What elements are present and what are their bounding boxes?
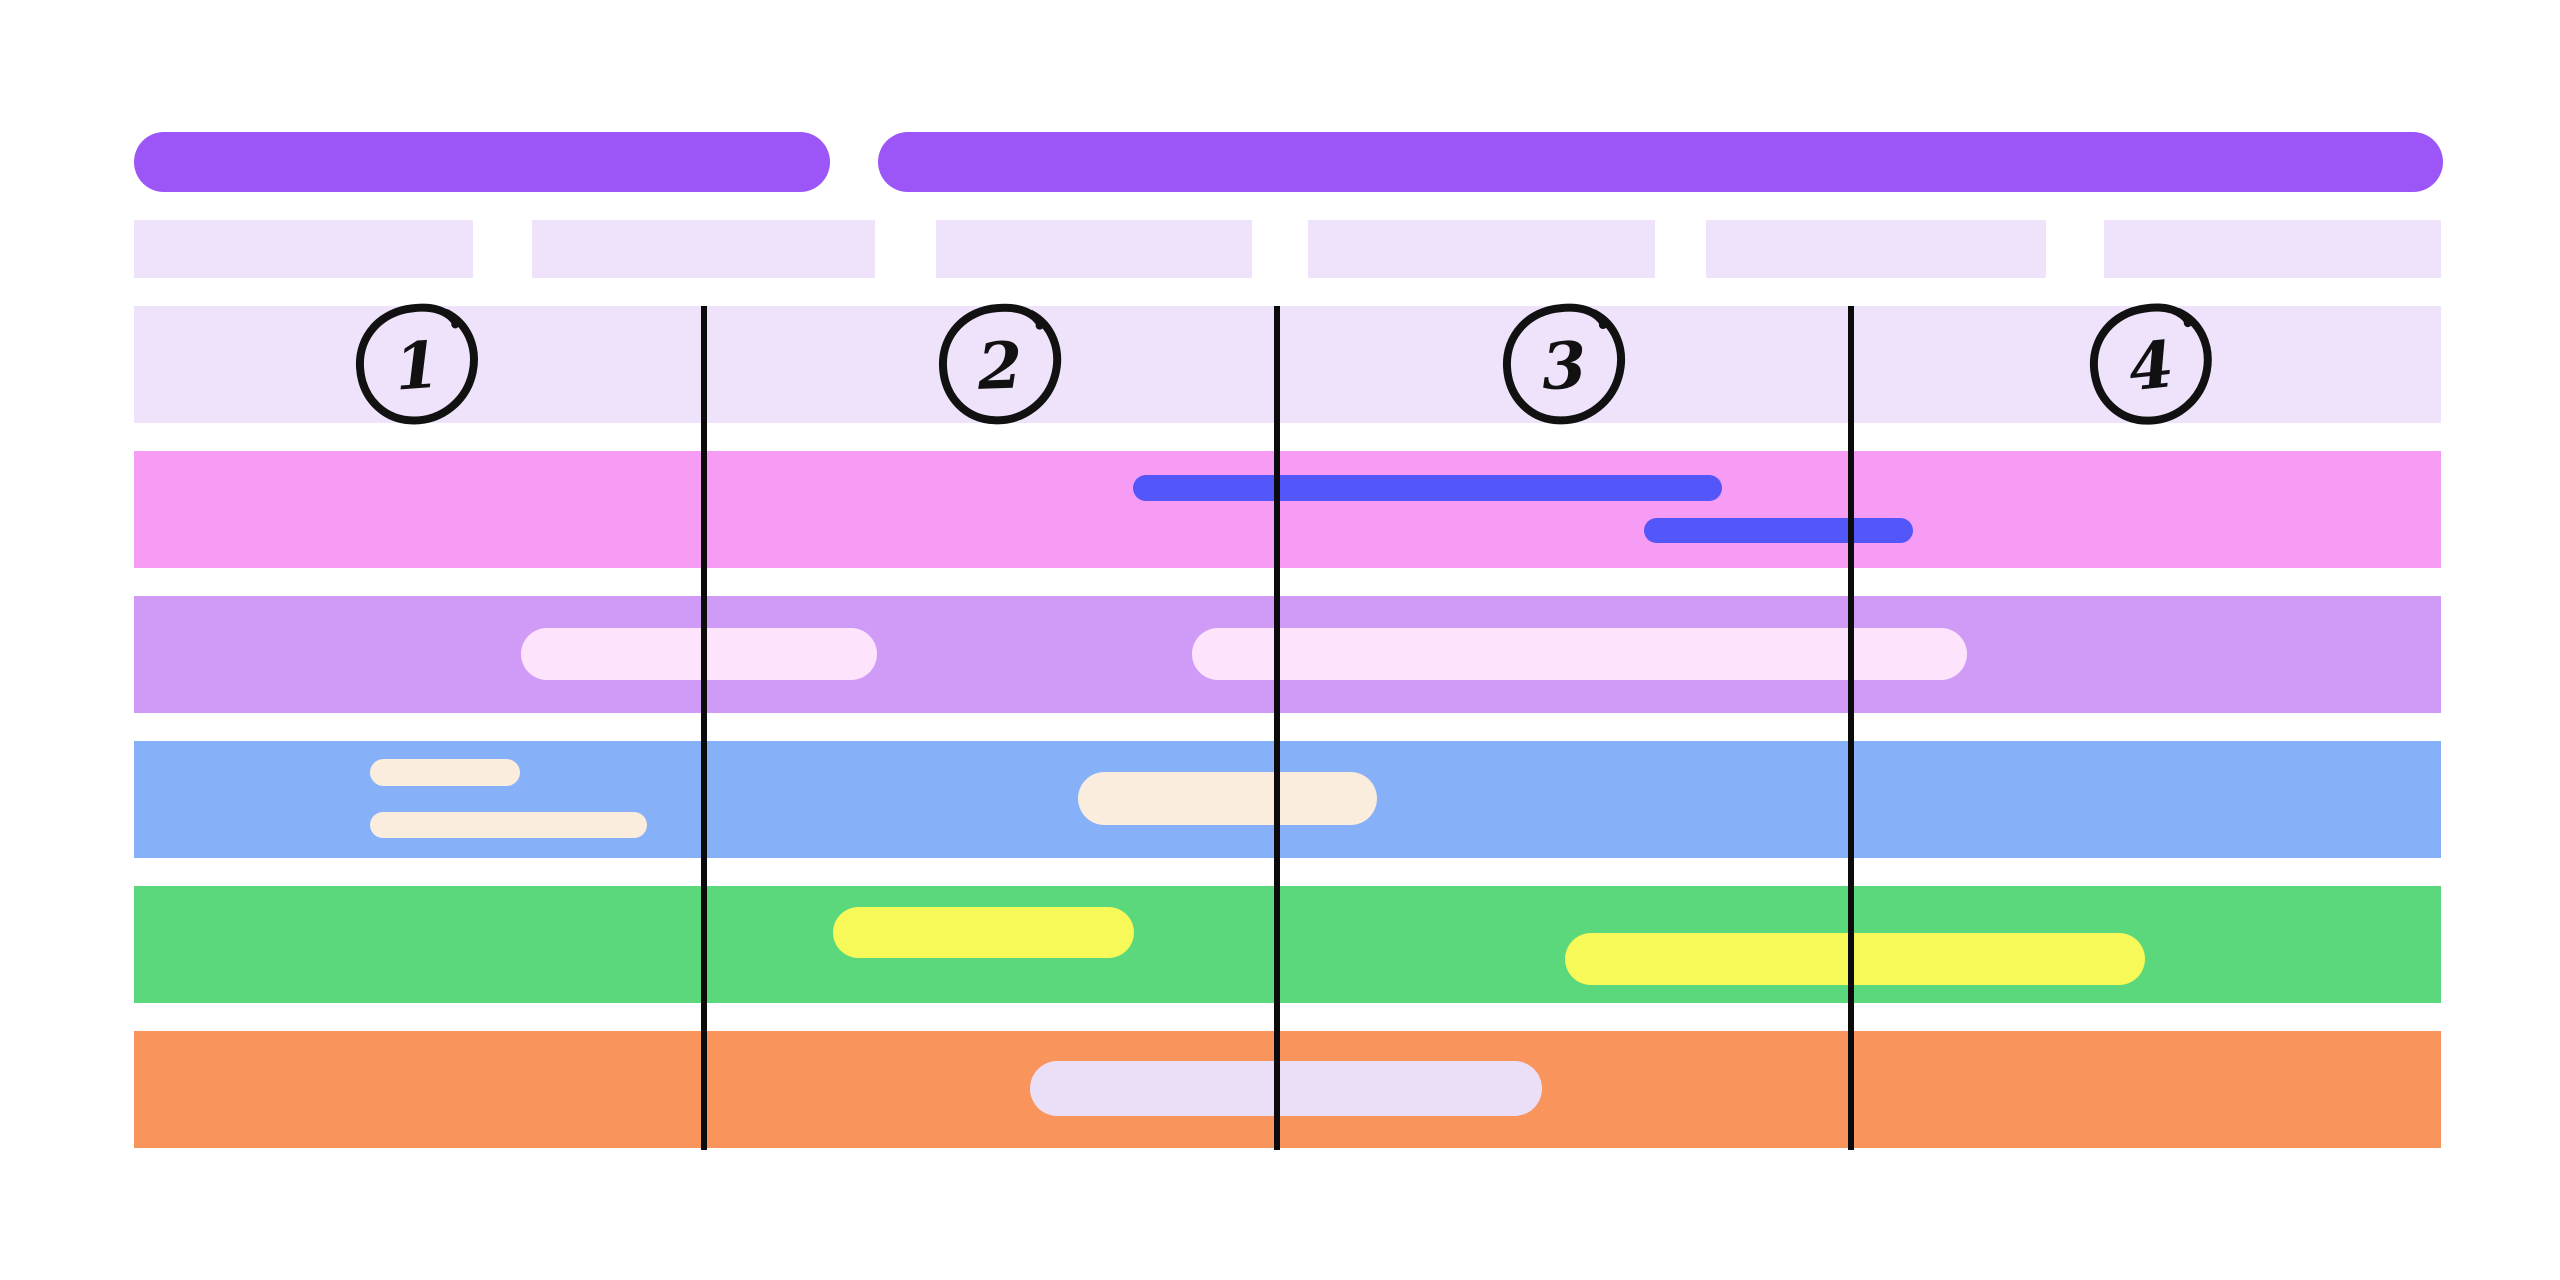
nav-placeholder-4 [1308, 220, 1655, 278]
nav-placeholder-2 [532, 220, 875, 278]
nav-placeholder-5 [1706, 220, 2046, 278]
quarter-circle-3: 3 [1497, 297, 1636, 432]
quarter-number: 1 [392, 327, 442, 405]
task-bar-cream-mid [1078, 772, 1377, 825]
task-bar-lavender [1030, 1061, 1542, 1116]
task-bar-yellow-2 [1565, 933, 2145, 985]
quarter-number: 4 [2125, 327, 2177, 406]
title-pill-left [134, 132, 830, 192]
hand-drawn-circle-icon: 3 [1503, 303, 1625, 424]
divider-line-3 [1848, 306, 1854, 1150]
divider-line-2 [1274, 306, 1280, 1150]
title-pill-right [878, 132, 2443, 192]
nav-placeholder-1 [134, 220, 473, 278]
hand-drawn-circle-icon: 2 [939, 303, 1062, 424]
quarter-number: 2 [975, 328, 1023, 405]
quarter-number: 3 [1540, 327, 1588, 404]
task-bar-lightpink-2 [1192, 628, 1967, 680]
task-bar-indigo-short [1644, 518, 1913, 543]
quarter-circle-4: 4 [2081, 294, 2226, 435]
divider-line-1 [701, 306, 707, 1150]
hand-drawn-circle-icon: 4 [2089, 302, 2212, 425]
task-bar-lightpink-1 [521, 628, 877, 680]
task-bar-yellow-1 [833, 907, 1134, 958]
task-bar-cream-wide [370, 812, 647, 838]
quarter-circle-1: 1 [349, 296, 490, 433]
quarter-circle-2: 2 [934, 298, 1070, 431]
task-bar-indigo-long [1133, 475, 1722, 501]
nav-placeholder-6 [2104, 220, 2441, 278]
lane-pink [134, 451, 2441, 568]
task-bar-cream-small [370, 759, 520, 786]
hand-drawn-circle-icon: 1 [356, 303, 478, 424]
quarter-header-band [134, 306, 2441, 423]
nav-placeholder-3 [936, 220, 1252, 278]
